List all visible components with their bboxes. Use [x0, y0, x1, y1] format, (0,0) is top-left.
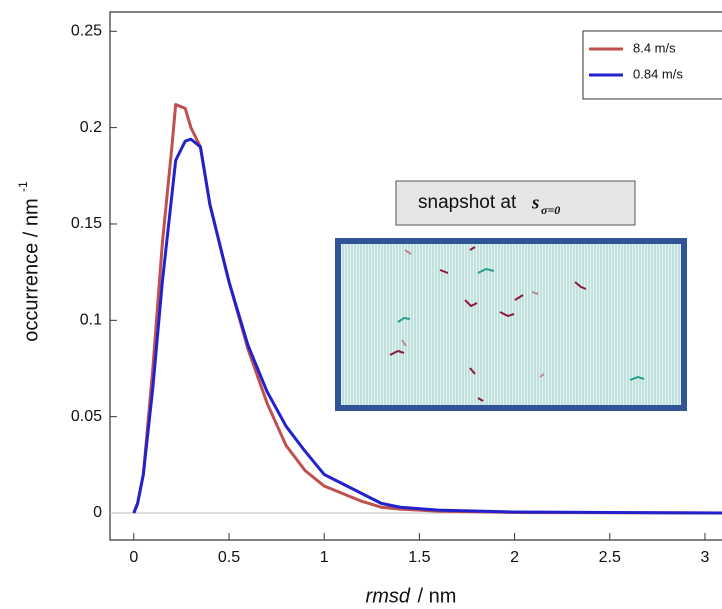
- legend-label: 0.84 m/s: [633, 66, 683, 81]
- x-label: rmsd: [366, 585, 411, 607]
- y-tick-label: 0.05: [71, 408, 102, 425]
- y-axis-label: occurrence / nm -1: [16, 181, 42, 342]
- y-tick-label: 0.1: [80, 312, 102, 329]
- legend-box: [582, 30, 722, 100]
- y-tick-label: 0.25: [71, 22, 102, 39]
- x-tick-label: 0: [129, 549, 138, 566]
- x-tick-label: 1: [320, 549, 329, 566]
- legend: 8.4 m/s 0.84 m/s: [582, 30, 722, 100]
- annotation-subscript: σ=0: [541, 203, 560, 217]
- y-tick-label: 0: [93, 504, 102, 521]
- y-label: occurrence / nm: [20, 198, 42, 341]
- annotation-symbol: s: [531, 192, 539, 213]
- x-tick-label: 2.5: [599, 549, 621, 566]
- plot-frame: [109, 11, 722, 541]
- annotation-text: snapshot at: [418, 192, 517, 213]
- x-tick-label: 0.5: [218, 549, 240, 566]
- x-tick-label: 1.5: [408, 549, 430, 566]
- snapshot-inset: [335, 238, 687, 411]
- y-tick-label: 0.2: [80, 119, 102, 136]
- y-tick-label: 0.15: [71, 215, 102, 232]
- plot-area: 0 0.05 0.1 0.15 0.2 0.25 0 0.5 1 1.5 2 2.5 3: [71, 11, 722, 566]
- x-tick-label: 2: [510, 549, 519, 566]
- x-tick-label: 3: [701, 549, 710, 566]
- annotation: snapshot at s σ=0: [395, 180, 636, 226]
- series-line: [132, 137, 722, 515]
- legend-label: 8.4 m/s: [633, 40, 676, 55]
- y-label-superscript: -1: [16, 181, 30, 192]
- x-label-rest: / nm: [412, 585, 456, 607]
